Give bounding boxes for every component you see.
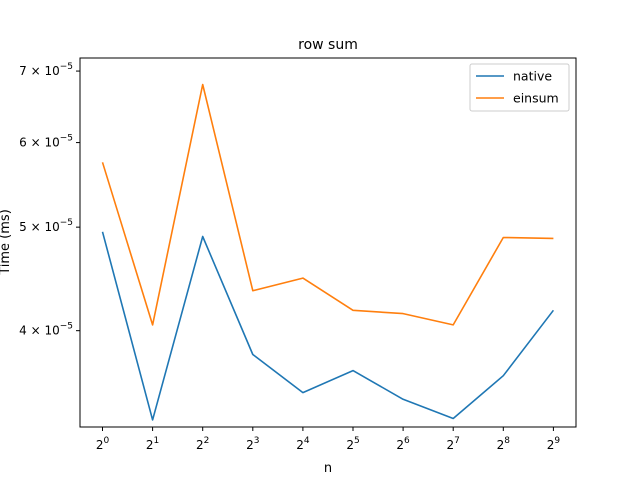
- y-tick-label: 7 × 10−5: [19, 62, 73, 78]
- x-tick-exponent: 0: [103, 436, 109, 446]
- x-tick-base: 2: [396, 438, 404, 452]
- legend-label-native: native: [513, 69, 552, 84]
- y-tick-mantissa: 5 × 10: [19, 220, 60, 234]
- x-tick-label: 24: [296, 436, 310, 452]
- y-tick-mantissa: 7 × 10: [19, 64, 60, 78]
- y-tick-label: 6 × 10−5: [19, 134, 73, 150]
- x-tick-label: 26: [396, 436, 410, 452]
- legend: native einsum: [469, 63, 570, 112]
- y-axis-ticks: 4 × 10−55 × 10−56 × 10−57 × 10−5: [19, 62, 80, 338]
- x-tick-exponent: 2: [204, 436, 210, 446]
- x-tick-base: 2: [196, 438, 204, 452]
- y-tick-mantissa: 4 × 10: [19, 324, 60, 338]
- x-tick-exponent: 8: [504, 436, 510, 446]
- x-tick-base: 2: [547, 438, 555, 452]
- x-tick-exponent: 7: [454, 436, 460, 446]
- x-tick-exponent: 1: [154, 436, 160, 446]
- x-tick-exponent: 4: [304, 436, 310, 446]
- x-tick-exponent: 6: [404, 436, 410, 446]
- series-line-einsum: [101, 83, 554, 326]
- y-tick-label: 4 × 10−5: [19, 322, 73, 338]
- x-tick-label: 25: [346, 436, 359, 452]
- x-tick-label: 28: [497, 436, 511, 452]
- plot-lines: [101, 83, 555, 421]
- x-tick-label: 20: [96, 436, 110, 452]
- y-tick-exponent: −5: [60, 218, 73, 228]
- y-axis-label: Time (ms): [0, 209, 13, 276]
- x-tick-base: 2: [146, 438, 154, 452]
- y-tick-mantissa: 6 × 10: [19, 136, 60, 150]
- x-tick-label: 27: [447, 436, 460, 452]
- x-axis-label: n: [324, 461, 332, 476]
- legend-label-einsum: einsum: [513, 91, 559, 106]
- y-tick-exponent: −5: [60, 322, 73, 332]
- x-tick-label: 29: [547, 436, 561, 452]
- x-tick-exponent: 5: [354, 436, 360, 446]
- x-tick-base: 2: [497, 438, 505, 452]
- x-tick-base: 2: [296, 438, 304, 452]
- x-tick-label: 21: [146, 436, 159, 452]
- x-tick-base: 2: [96, 438, 104, 452]
- x-tick-exponent: 9: [554, 436, 560, 446]
- x-axis-ticks: 20 21 22 23 24 25 26 27 28 29: [96, 427, 561, 452]
- y-tick-exponent: −5: [60, 134, 73, 144]
- y-tick-label: 5 × 10−5: [19, 218, 73, 234]
- x-tick-base: 2: [246, 438, 254, 452]
- x-tick-exponent: 3: [254, 436, 260, 446]
- y-tick-exponent: −5: [60, 62, 73, 72]
- x-tick-base: 2: [346, 438, 354, 452]
- x-tick-label: 22: [196, 436, 209, 452]
- series-line-native: [101, 231, 555, 421]
- plot-frame: [79, 57, 577, 428]
- x-tick-base: 2: [447, 438, 455, 452]
- chart-title: row sum: [298, 37, 358, 53]
- x-tick-label: 23: [246, 436, 259, 452]
